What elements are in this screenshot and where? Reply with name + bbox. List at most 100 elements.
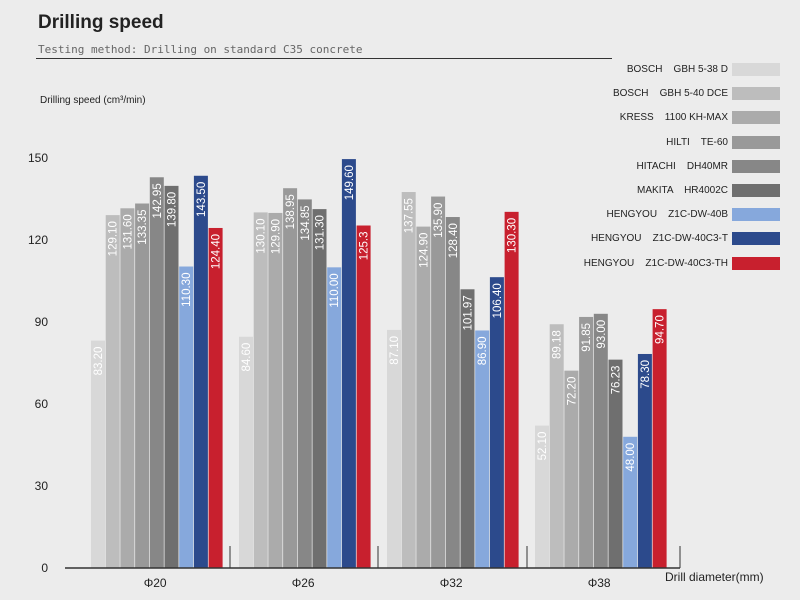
bar-value-label: 137.55 (404, 198, 416, 233)
legend-swatch (732, 159, 780, 173)
legend-item: HENGYOU Z1C-DW-40C3-T (570, 232, 800, 248)
bar (208, 227, 223, 568)
legend-label: HENGYOU Z1C-DW-40B (606, 209, 729, 221)
bar-value-label: 133.35 (137, 210, 149, 245)
y-tick-label: 120 (28, 233, 48, 247)
y-tick-label: 90 (35, 315, 49, 329)
bar-value-label: 129.10 (108, 221, 120, 256)
legend-item: HENGYOU Z1C-DW-40B (570, 208, 800, 224)
x-tick-label: Φ38 (588, 576, 611, 590)
bar-value-label: 89.18 (552, 330, 564, 359)
bar-value-label: 138.95 (285, 194, 297, 229)
bar (416, 226, 431, 568)
bar (623, 436, 638, 568)
legend-label: BOSCH GBH 5-40 DCE (612, 88, 728, 100)
legend-label: KRESS 1100 KH-MAX (619, 112, 728, 124)
bar-value-label: 110.00 (329, 273, 341, 307)
bar-value-label: 84.60 (241, 343, 253, 372)
bar (268, 212, 283, 568)
bar-value-label: 142.95 (152, 183, 164, 218)
bar-value-label: 101.97 (463, 295, 475, 330)
bar-value-label: 149.60 (344, 165, 356, 200)
legend-swatch (732, 184, 780, 197)
bar (341, 159, 356, 569)
bar-value-label: 78.30 (640, 360, 652, 389)
bar-value-label: 139.80 (167, 192, 179, 227)
bar (312, 209, 327, 568)
legend-item: MAKITA HR4002C (570, 184, 800, 200)
bar (193, 175, 208, 568)
bar (535, 425, 549, 568)
bar (149, 177, 164, 568)
legend-label: HITACHI DH40MR (636, 160, 729, 172)
legend-label: HENGYOU Z1C-DW-40C3-T (590, 233, 728, 245)
bar-value-label: 83.20 (93, 347, 105, 376)
bar (356, 225, 371, 568)
x-axis-label: Drill diameter(mm) (665, 570, 764, 584)
legend-swatch (732, 111, 780, 125)
title-divider (36, 58, 612, 59)
legend-swatch (732, 135, 780, 149)
x-tick-label: Φ26 (292, 576, 315, 590)
bar (608, 359, 623, 568)
legend-item: HITACHI DH40MR (570, 159, 800, 176)
legend-item: HENGYOU Z1C-DW-40C3-TH (570, 256, 800, 273)
bar (564, 370, 579, 568)
bar-value-label: 143.50 (196, 182, 208, 217)
bar (475, 330, 490, 568)
y-tick-label: 30 (35, 479, 49, 493)
bar (489, 277, 504, 568)
legend-item: BOSCH GBH 5-38 D (570, 63, 800, 79)
bar-value-label: 128.40 (448, 223, 460, 258)
bar-value-label: 129.90 (270, 219, 282, 254)
bar (387, 329, 401, 568)
bar (460, 289, 475, 568)
x-tick-label: Φ32 (440, 576, 463, 590)
bar-value-label: 72.20 (566, 377, 578, 406)
bar-value-label: 125.3 (359, 232, 371, 261)
bar-value-label: 48.00 (625, 443, 637, 472)
bar (652, 309, 667, 568)
bar-value-label: 131.30 (315, 215, 327, 250)
bar-value-label: 86.90 (477, 336, 489, 365)
legend-label: HENGYOU Z1C-DW-40C3-TH (583, 257, 728, 269)
bar (593, 313, 608, 568)
x-tick-label: Φ20 (144, 576, 167, 590)
legend-swatch (732, 87, 780, 101)
y-tick-label: 0 (41, 561, 48, 575)
bar (637, 353, 652, 568)
bar-value-label: 91.85 (581, 323, 593, 352)
bar-value-label: 134.85 (300, 205, 312, 240)
legend-label: BOSCH GBH 5-38 D (626, 64, 728, 75)
bar-value-label: 93.00 (596, 320, 608, 349)
legend-label: HILTI TE-60 (666, 136, 728, 148)
y-tick-label: 150 (28, 151, 48, 165)
bar (297, 199, 312, 568)
bar-value-label: 52.10 (537, 432, 549, 461)
y-tick-label: 60 (35, 397, 49, 411)
chart-title: Drilling speed (38, 12, 164, 33)
bar (120, 208, 135, 568)
bar (549, 324, 564, 568)
bar (179, 266, 194, 568)
bar (105, 215, 120, 569)
bar-value-label: 124.40 (211, 234, 223, 269)
bar-value-label: 130.10 (256, 218, 268, 253)
bar-value-label: 131.60 (122, 214, 134, 249)
bar (253, 212, 268, 569)
bar (283, 188, 298, 568)
bar-value-label: 87.10 (389, 336, 401, 365)
bar-value-label: 124.90 (418, 233, 430, 268)
bar-value-label: 135.90 (433, 203, 445, 238)
bar-value-label: 130.30 (507, 218, 519, 253)
chart-subtitle: Testing method: Drilling on standard C35… (38, 43, 363, 56)
legend-item: HILTI TE-60 (570, 135, 800, 152)
legend-item: KRESS 1100 KH-MAX (570, 111, 800, 127)
bar-value-label: 106.40 (492, 283, 504, 318)
bar (579, 316, 594, 568)
bar (327, 267, 342, 568)
bar (135, 203, 150, 568)
bar (431, 196, 446, 569)
bar-value-label: 110.30 (181, 273, 193, 307)
